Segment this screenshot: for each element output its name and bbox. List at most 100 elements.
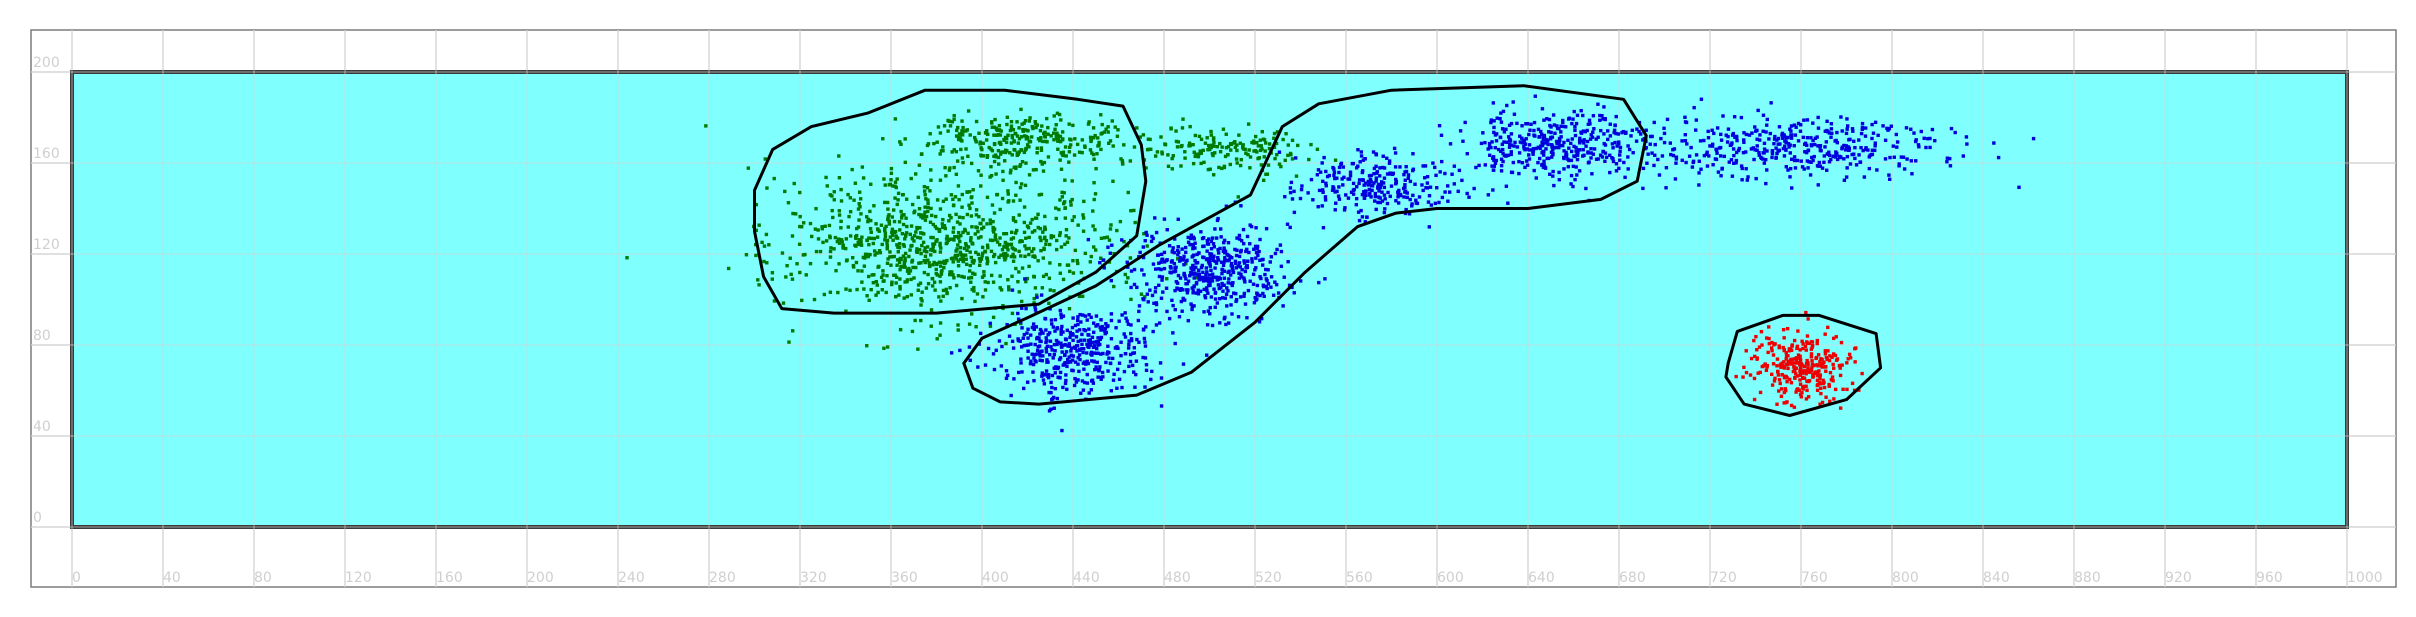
particle-point (1786, 362, 1790, 366)
particle-point (1039, 192, 1044, 197)
particle-point (1243, 147, 1247, 152)
particle-point (907, 271, 911, 276)
particle-point (1031, 370, 1035, 374)
particle-point (1011, 346, 1016, 350)
particle-point (1264, 284, 1269, 289)
particle-point (1781, 136, 1785, 140)
particle-point (1208, 280, 1212, 285)
particle-point (1789, 133, 1794, 137)
particle-point (1523, 142, 1528, 146)
particle-point (1789, 381, 1794, 385)
particle-point (1294, 174, 1299, 178)
particle-point (1075, 258, 1079, 263)
particle-point (1798, 129, 1803, 133)
particle-point (1157, 321, 1162, 325)
particle-point (1494, 132, 1499, 136)
particle-point (1790, 361, 1794, 366)
particle-point (1307, 157, 1311, 162)
particle-point (1153, 267, 1158, 271)
particle-point (933, 214, 938, 219)
particle-point (1782, 364, 1786, 368)
particle-point (1209, 252, 1214, 256)
particle-point (1845, 124, 1850, 128)
particle-point (1961, 154, 1966, 158)
particle-point (1402, 195, 1406, 199)
particle-point (1805, 341, 1810, 346)
particle-point (1238, 295, 1243, 299)
particle-point (1385, 172, 1390, 176)
particle-point (1804, 397, 1809, 401)
particle-point (1844, 175, 1849, 179)
particle-point (1413, 182, 1417, 186)
particle-point (952, 114, 956, 118)
particle-point (1806, 166, 1810, 170)
particle-point (1683, 132, 1688, 137)
particle-point (873, 253, 877, 257)
particle-point (1064, 154, 1068, 158)
particle-point (1372, 181, 1376, 185)
particle-point (1387, 159, 1392, 163)
particle-point (1509, 143, 1513, 147)
particle-point (1810, 155, 1814, 160)
particle-point (1848, 162, 1853, 166)
particle-point (1509, 152, 1513, 157)
particle-point (1048, 307, 1052, 311)
particle-point (1382, 185, 1387, 190)
particle-point (1131, 351, 1135, 355)
particle-point (1039, 159, 1043, 164)
particle-point (1429, 203, 1434, 207)
particle-point (1203, 278, 1208, 283)
particle-point (905, 294, 910, 299)
particle-point (837, 209, 842, 213)
particle-point (1551, 148, 1555, 152)
particle-point (1798, 382, 1803, 386)
particle-point (1230, 283, 1234, 288)
particle-point (1494, 139, 1499, 143)
particle-point (1845, 127, 1849, 131)
particle-point (942, 259, 946, 264)
particle-point (916, 283, 921, 287)
particle-point (1863, 134, 1868, 138)
particle-point (1550, 144, 1555, 148)
particle-point (1109, 337, 1114, 341)
particle-point (1019, 361, 1023, 365)
particle-point (1247, 250, 1251, 255)
particle-point (939, 272, 944, 276)
particle-point (966, 231, 970, 235)
particle-point (1024, 161, 1028, 165)
particle-point (1502, 140, 1506, 144)
particle-point (1137, 340, 1141, 344)
particle-point (1719, 174, 1723, 178)
particle-point (1570, 137, 1574, 141)
particle-point (1583, 129, 1588, 134)
particle-point (860, 235, 864, 239)
particle-point (948, 286, 952, 290)
particle-point (928, 132, 932, 136)
particle-point (1385, 156, 1389, 160)
particle-point (953, 234, 957, 239)
particle-point (1059, 312, 1063, 317)
particle-point (1002, 159, 1007, 163)
particle-point (1051, 234, 1056, 239)
particle-point (1032, 274, 1036, 279)
particle-point (1181, 117, 1185, 121)
particle-point (1049, 318, 1054, 322)
particle-point (1166, 164, 1171, 168)
particle-point (1009, 124, 1014, 128)
particle-point (1767, 137, 1771, 141)
particle-point (865, 344, 869, 348)
particle-point (1203, 141, 1208, 145)
particle-point (1005, 253, 1009, 257)
particle-point (1029, 359, 1033, 363)
particle-point (1025, 276, 1030, 281)
particle-point (1835, 130, 1839, 135)
particle-point (1144, 166, 1148, 170)
particle-point (1217, 296, 1222, 301)
particle-point (1030, 217, 1034, 222)
particle-point (885, 261, 890, 265)
particle-point (942, 224, 947, 228)
particle-point (1063, 178, 1067, 182)
particle-point (1844, 131, 1849, 136)
particle-point (1542, 159, 1546, 163)
particle-point (894, 294, 898, 299)
